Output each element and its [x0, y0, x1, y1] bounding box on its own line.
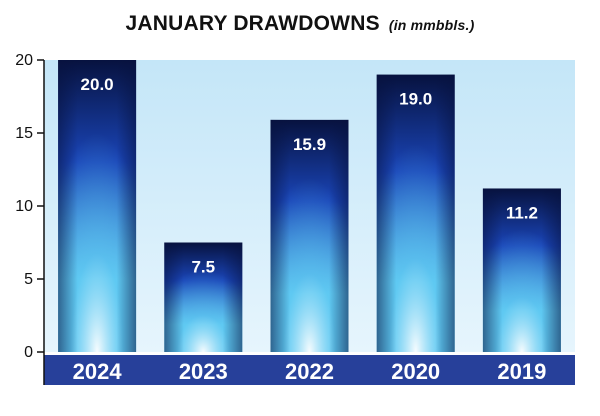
chart-title-unit: (in mmbbls.): [388, 17, 475, 33]
bar-shade: [164, 242, 243, 352]
bar-shade: [482, 188, 561, 352]
bar-value-label: 11.2: [506, 203, 538, 222]
category-label: 2020: [391, 359, 440, 384]
y-tick-label: 0: [24, 344, 33, 361]
bar-2019: 11.2: [482, 188, 561, 352]
bar-2020: 19.0: [376, 74, 455, 352]
bar-value-label: 19.0: [399, 90, 432, 109]
bar-2024: 20.0: [58, 60, 137, 352]
chart-title-text: JANUARY DRAWDOWNS: [125, 12, 380, 35]
bar-shade: [376, 74, 455, 352]
bar-2023: 7.5: [164, 242, 243, 352]
bar-2022: 15.9: [270, 119, 349, 352]
category-label: 2022: [285, 359, 334, 384]
y-tick-label: 5: [24, 271, 33, 288]
category-band: [44, 355, 575, 385]
bar-shade: [58, 60, 137, 352]
category-label: 2019: [497, 359, 546, 384]
bars-group: 20.0 7.5 15.9 19.0 11.2: [58, 60, 561, 352]
bar-value-label: 15.9: [293, 135, 326, 154]
category-label: 2024: [73, 359, 123, 384]
y-axis-ticks: 0 5 10 15 20: [15, 52, 44, 361]
category-label: 2023: [179, 359, 228, 384]
y-tick-label: 20: [15, 52, 33, 69]
bar-value-label: 20.0: [81, 75, 114, 94]
chart-title: JANUARY DRAWDOWNS (in mmbbls.): [0, 12, 600, 36]
y-tick-label: 10: [15, 198, 33, 215]
category-labels: 2024 2023 2022 2020 2019: [73, 359, 547, 384]
y-tick-label: 15: [15, 125, 33, 142]
bar-value-label: 7.5: [191, 258, 215, 277]
bar-shade: [270, 119, 349, 352]
